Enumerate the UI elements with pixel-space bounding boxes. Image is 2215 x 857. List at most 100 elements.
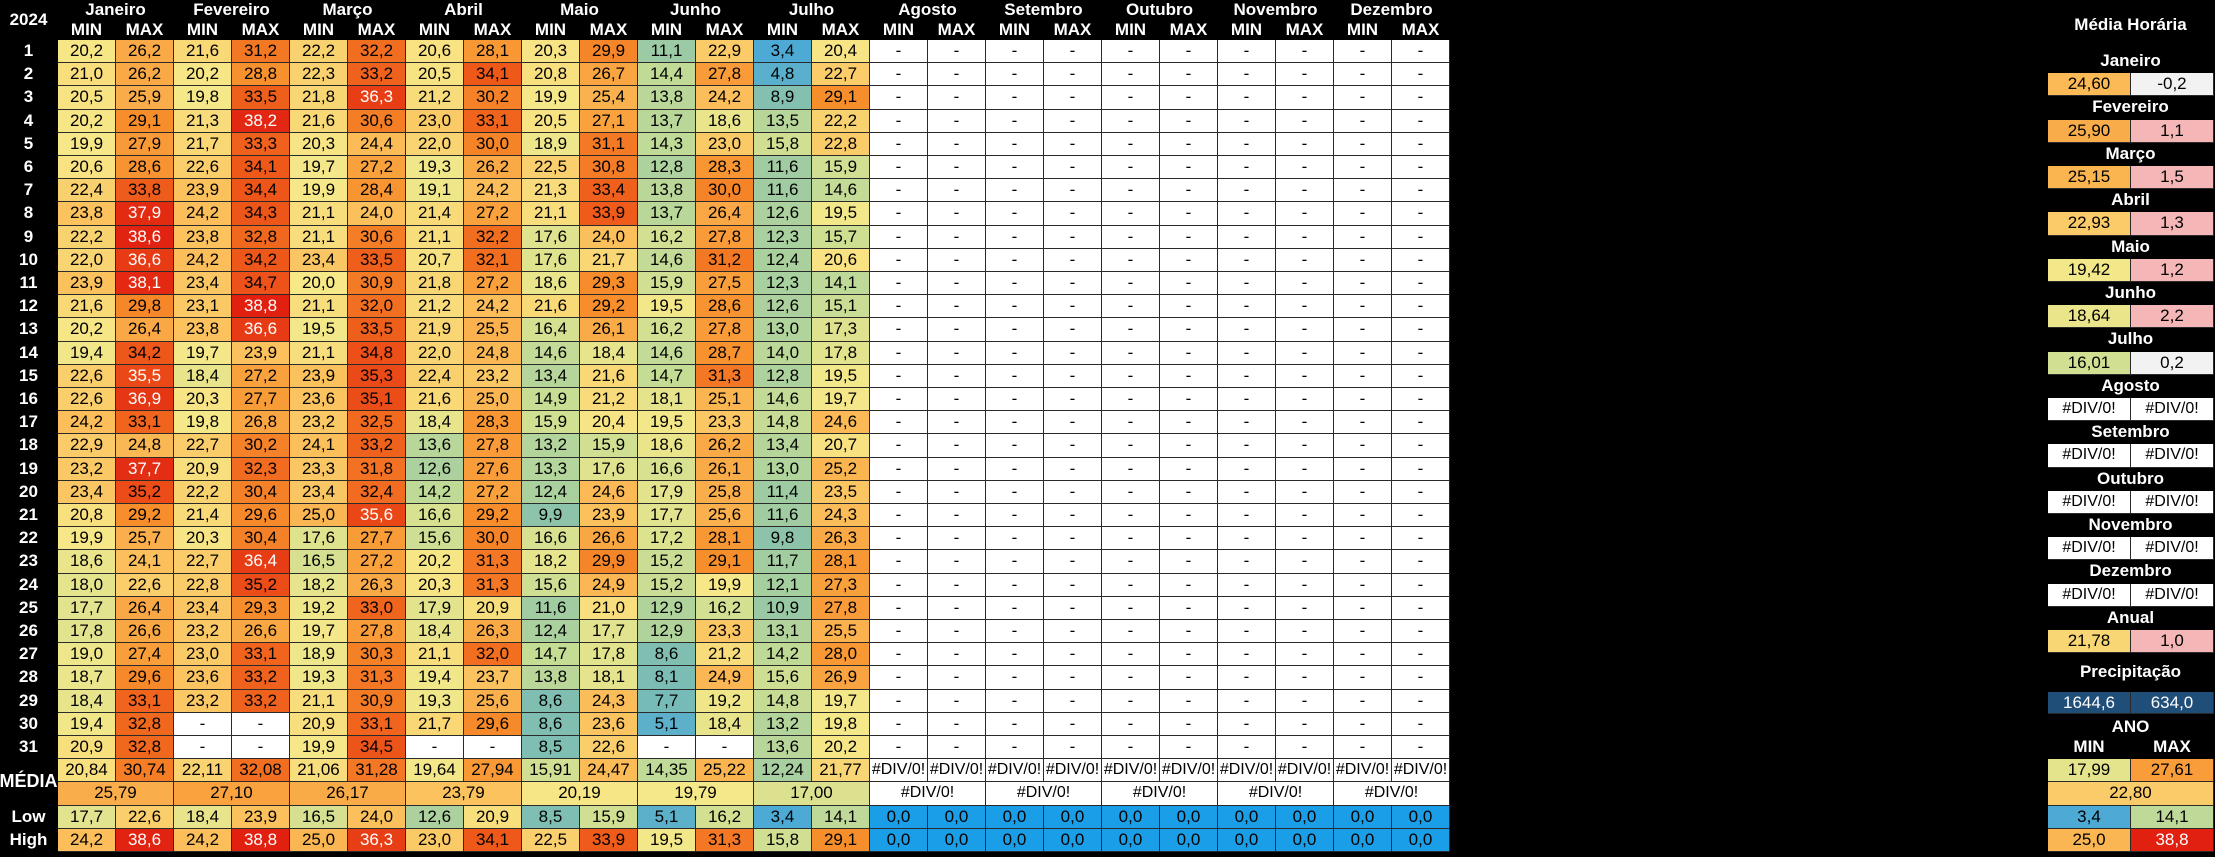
temp-cell[interactable]: 4,8 — [754, 63, 812, 87]
temp-cell[interactable]: 20,7 — [812, 434, 870, 458]
temp-cell[interactable]: - — [1044, 411, 1102, 435]
side-title[interactable]: Média Horária — [2048, 0, 2214, 50]
temp-cell[interactable]: 29,9 — [580, 40, 638, 64]
temp-cell[interactable]: 34,8 — [348, 341, 406, 365]
temp-cell[interactable]: 16,2 — [696, 596, 754, 620]
day-label[interactable]: 29 — [0, 689, 58, 713]
temp-cell[interactable]: - — [928, 689, 986, 713]
temp-cell[interactable]: - — [928, 643, 986, 667]
max-header[interactable]: MAX — [580, 20, 638, 40]
temp-cell[interactable]: 19,9 — [522, 86, 580, 110]
temp-cell[interactable]: - — [1392, 248, 1450, 272]
temp-cell[interactable]: - — [986, 202, 1044, 226]
temp-cell[interactable]: 27,7 — [348, 527, 406, 551]
temp-cell[interactable]: - — [1392, 504, 1450, 528]
temp-cell[interactable]: 19,7 — [812, 388, 870, 412]
temp-cell[interactable]: 26,6 — [232, 620, 290, 644]
temp-cell[interactable]: 35,2 — [116, 480, 174, 504]
temp-cell[interactable]: 5,1 — [638, 712, 696, 736]
temp-cell[interactable]: - — [1218, 364, 1276, 388]
temp-cell[interactable]: 23,6 — [290, 388, 348, 412]
temp-cell[interactable]: - — [1276, 550, 1334, 574]
temp-cell[interactable]: 22,2 — [58, 225, 116, 249]
temp-cell[interactable]: - — [1276, 573, 1334, 597]
temp-cell[interactable]: - — [870, 225, 928, 249]
ano-min-header[interactable]: MIN — [2048, 737, 2131, 757]
temp-cell[interactable]: 28,0 — [812, 643, 870, 667]
temp-cell[interactable]: 21,7 — [406, 712, 464, 736]
temp-cell[interactable]: - — [928, 434, 986, 458]
temp-cell[interactable]: 20,3 — [522, 40, 580, 64]
temp-cell[interactable]: - — [870, 295, 928, 319]
low-cell[interactable]: 0,0 — [1102, 805, 1160, 829]
temp-cell[interactable]: - — [1334, 109, 1392, 133]
temp-cell[interactable]: 12,4 — [522, 480, 580, 504]
temp-cell[interactable]: - — [1334, 596, 1392, 620]
side-avg-cell[interactable]: 19,42 — [2048, 258, 2131, 282]
temp-cell[interactable]: 22,8 — [812, 132, 870, 156]
temp-cell[interactable]: 21,1 — [290, 225, 348, 249]
temp-cell[interactable]: 25,8 — [696, 480, 754, 504]
temp-cell[interactable]: - — [1160, 295, 1218, 319]
temp-cell[interactable]: - — [1392, 643, 1450, 667]
temp-cell[interactable]: 28,4 — [348, 179, 406, 203]
temp-cell[interactable]: 27,9 — [116, 132, 174, 156]
min-header[interactable]: MIN — [522, 20, 580, 40]
temp-cell[interactable]: 17,7 — [580, 620, 638, 644]
temp-cell[interactable]: 26,7 — [580, 63, 638, 87]
temp-cell[interactable]: 22,7 — [812, 63, 870, 87]
high-cell[interactable]: 34,1 — [464, 828, 522, 852]
temp-cell[interactable]: 28,6 — [116, 156, 174, 180]
min-header[interactable]: MIN — [1334, 20, 1392, 40]
temp-cell[interactable]: - — [928, 179, 986, 203]
temp-cell[interactable]: 29,1 — [812, 86, 870, 110]
temp-cell[interactable]: 21,1 — [290, 202, 348, 226]
temp-cell[interactable]: 21,9 — [406, 318, 464, 342]
temp-cell[interactable]: 19,1 — [406, 179, 464, 203]
temp-cell[interactable]: - — [1044, 527, 1102, 551]
max-header[interactable]: MAX — [1276, 20, 1334, 40]
temp-cell[interactable]: - — [870, 596, 928, 620]
temp-cell[interactable]: 34,7 — [232, 272, 290, 296]
temp-cell[interactable]: - — [1334, 666, 1392, 690]
temp-cell[interactable]: - — [928, 573, 986, 597]
temp-cell[interactable]: - — [986, 736, 1044, 760]
temp-cell[interactable]: - — [870, 86, 928, 110]
temp-cell[interactable]: 29,2 — [580, 295, 638, 319]
temp-cell[interactable]: - — [928, 480, 986, 504]
min-header[interactable]: MIN — [1102, 20, 1160, 40]
temp-cell[interactable]: 24,9 — [580, 573, 638, 597]
temp-cell[interactable]: - — [1276, 457, 1334, 481]
temp-cell[interactable]: 13,0 — [754, 457, 812, 481]
temp-cell[interactable]: - — [1160, 318, 1218, 342]
temp-cell[interactable]: 13,5 — [754, 109, 812, 133]
temp-cell[interactable]: 23,6 — [580, 712, 638, 736]
temp-cell[interactable]: - — [1218, 666, 1276, 690]
temp-cell[interactable]: 31,3 — [348, 666, 406, 690]
temp-cell[interactable]: 30,0 — [464, 527, 522, 551]
temp-cell[interactable]: - — [870, 504, 928, 528]
temp-cell[interactable]: 38,8 — [232, 295, 290, 319]
temp-cell[interactable]: - — [1392, 712, 1450, 736]
temp-cell[interactable]: - — [1102, 388, 1160, 412]
side-avg-cell[interactable]: #DIV/0! — [2048, 398, 2131, 422]
temp-cell[interactable]: - — [1044, 712, 1102, 736]
temp-cell[interactable]: - — [696, 736, 754, 760]
temp-cell[interactable]: 25,0 — [290, 504, 348, 528]
temp-cell[interactable]: - — [1102, 411, 1160, 435]
temp-cell[interactable]: - — [1044, 318, 1102, 342]
temp-cell[interactable]: - — [1392, 341, 1450, 365]
temp-cell[interactable]: 16,2 — [638, 225, 696, 249]
temp-cell[interactable]: 35,6 — [348, 504, 406, 528]
temp-cell[interactable]: 29,6 — [464, 712, 522, 736]
temp-cell[interactable]: - — [986, 712, 1044, 736]
temp-cell[interactable]: - — [1334, 364, 1392, 388]
temp-cell[interactable]: - — [928, 550, 986, 574]
temp-cell[interactable]: - — [1334, 550, 1392, 574]
temp-cell[interactable]: - — [1334, 457, 1392, 481]
temp-cell[interactable]: - — [1044, 364, 1102, 388]
temp-cell[interactable]: - — [1334, 504, 1392, 528]
temp-cell[interactable]: - — [870, 248, 928, 272]
temp-cell[interactable]: 17,6 — [522, 225, 580, 249]
temp-cell[interactable]: - — [870, 272, 928, 296]
